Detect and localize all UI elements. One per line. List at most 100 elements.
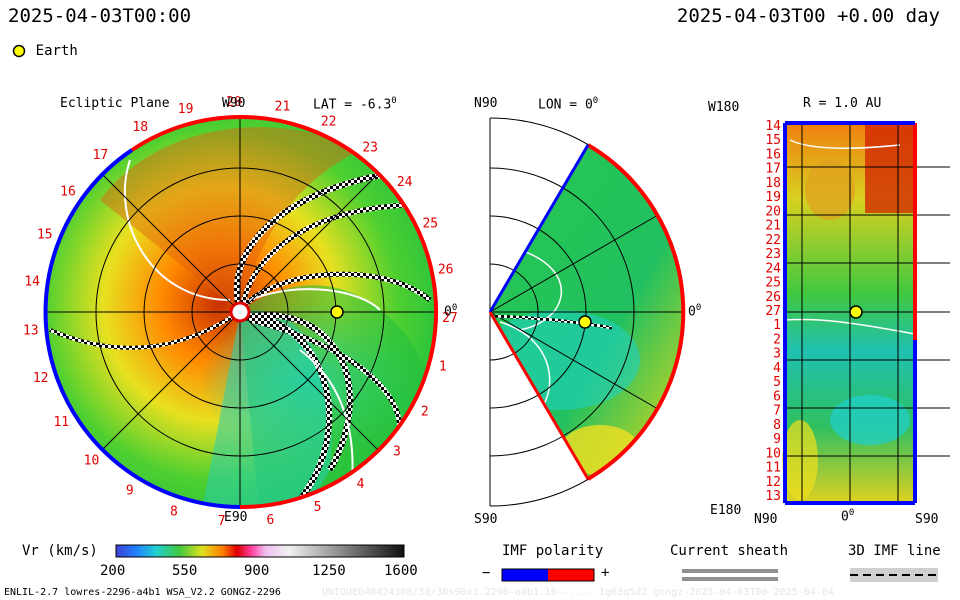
radial-map-panel: 1415161718192021222324252627123456789101… xyxy=(765,119,950,505)
radial-y-label: 23 xyxy=(765,247,781,262)
carrington-label: 8 xyxy=(170,504,178,519)
timestamp-left: 2025-04-03T00:00 xyxy=(8,5,192,27)
imf-line-swatch xyxy=(850,568,938,582)
meridional-lon-label: LON = 00 xyxy=(538,96,599,113)
carrington-label: 24 xyxy=(397,175,413,190)
imf-line-title: 3D IMF line xyxy=(848,543,941,559)
radial-y-label: 7 xyxy=(773,404,781,419)
carrington-label: 7 xyxy=(218,514,226,529)
carrington-label: 18 xyxy=(132,120,148,135)
radial-y-label: 18 xyxy=(765,176,781,191)
radial-y-label: 5 xyxy=(773,375,781,390)
carrington-label: 12 xyxy=(33,371,49,386)
ecliptic-title: Ecliptic Plane xyxy=(60,96,170,111)
carrington-label: 27 xyxy=(442,311,458,326)
timestamp-right: 2025-04-03T00 +0.00 day xyxy=(676,5,940,27)
earth-legend: Earth xyxy=(12,40,78,59)
radial-bottom-left-label: E180 xyxy=(710,503,742,518)
carrington-label: 15 xyxy=(37,228,53,243)
carrington-label: 22 xyxy=(321,115,337,130)
ecliptic-rim-negative xyxy=(43,148,241,509)
carrington-label: 26 xyxy=(438,263,454,278)
radial-y-label: 10 xyxy=(765,446,781,461)
radial-y-label: 22 xyxy=(765,233,781,248)
carrington-label: 25 xyxy=(422,216,438,231)
carrington-label: 1 xyxy=(439,359,447,374)
radial-y-label: 12 xyxy=(765,475,781,490)
ecliptic-bottom-label: E90 xyxy=(224,510,248,525)
colorbar-tick: 200 xyxy=(100,563,126,579)
radial-y-label: 3 xyxy=(773,347,781,362)
positive-polarity-swatch xyxy=(548,569,594,581)
radial-y-label: 14 xyxy=(765,119,781,134)
negative-polarity-swatch xyxy=(502,569,548,581)
radial-y-label: 2 xyxy=(773,333,781,348)
carrington-label: 11 xyxy=(53,415,69,430)
carrington-label: 14 xyxy=(24,275,40,290)
carrington-label: 17 xyxy=(93,148,109,163)
carrington-label: 16 xyxy=(60,185,76,200)
meridional-top-label: N90 xyxy=(474,96,498,111)
carrington-label: 3 xyxy=(393,445,401,460)
ecliptic-lat-label: LAT = -6.30 xyxy=(313,96,397,113)
earth-marker-meridional xyxy=(578,315,592,329)
ecliptic-top-label: W90 xyxy=(222,96,246,111)
carrington-label: 5 xyxy=(314,500,322,515)
radial-y-label: 8 xyxy=(773,418,781,433)
radial-y-label: 17 xyxy=(765,162,781,177)
radial-y-label: 20 xyxy=(765,204,781,219)
radial-x-label-n90: N90 xyxy=(754,512,778,527)
carrington-label: 6 xyxy=(266,513,274,528)
carrington-label: 9 xyxy=(126,484,134,499)
footer-watermark: UNIQUE040424308/3d/30x90x1.2296-a4b1.16-… xyxy=(322,587,834,598)
ecliptic-plane-panel: 19 20 212223242526271234567891011121314151… xyxy=(23,95,458,529)
radial-y-label: 25 xyxy=(765,276,781,291)
radial-y-label: 11 xyxy=(765,461,781,476)
radial-top-left-label: W180 xyxy=(708,100,740,115)
earth-legend-label: Earth xyxy=(35,43,78,59)
colorbar-tick: 1250 xyxy=(312,563,346,579)
earth-marker-radial xyxy=(849,305,863,319)
footer-run-info: ENLIL-2.7 lowres-2296-a4b1 WSA_V2.2 GONG… xyxy=(4,587,281,598)
radial-y-label: 21 xyxy=(765,219,781,234)
radial-y-label: 6 xyxy=(773,389,781,404)
radial-y-label: 19 xyxy=(765,190,781,205)
colorbar-tick: 550 xyxy=(172,563,198,579)
colorbar-tick: 1600 xyxy=(384,563,418,579)
radial-y-label: 26 xyxy=(765,290,781,305)
earth-marker-icon xyxy=(12,44,26,57)
meridional-bottom-label: S90 xyxy=(474,512,498,527)
earth-marker-ecliptic xyxy=(330,305,344,319)
current-sheath-swatch xyxy=(682,569,778,581)
carrington-label: 4 xyxy=(357,477,365,492)
ecliptic-right-label: 00 xyxy=(444,303,458,320)
velocity-colorbar xyxy=(115,544,405,558)
carrington-label: 23 xyxy=(362,140,378,155)
carrington-label: 19 xyxy=(178,102,194,117)
sun-marker xyxy=(229,301,251,323)
colorbar-tick: 900 xyxy=(244,563,270,579)
radial-r-label: R = 1.0 AU xyxy=(803,96,882,111)
colorbar-label: Vr (km/s) xyxy=(22,543,98,559)
radial-x-label-0: 00 xyxy=(841,508,855,525)
meridional-right-label: 00 xyxy=(688,303,702,320)
meridional-plane-panel xyxy=(488,117,686,507)
radial-y-label: 4 xyxy=(773,361,781,376)
radial-y-label: 16 xyxy=(765,148,781,163)
carrington-label: 21 xyxy=(275,99,291,114)
radial-y-label: 27 xyxy=(765,304,781,319)
radial-y-label: 1 xyxy=(773,318,781,333)
imf-polarity-title: IMF polarity xyxy=(502,543,604,559)
radial-y-label: 24 xyxy=(765,261,781,276)
radial-x-label-s90: S90 xyxy=(915,512,939,527)
imf-plus-label: + xyxy=(601,565,610,581)
carrington-label: 10 xyxy=(84,454,100,469)
carrington-label: 20 xyxy=(226,95,242,110)
radial-y-label: 15 xyxy=(765,133,781,148)
current-sheath-title: Current sheath xyxy=(670,543,789,559)
carrington-label: 2 xyxy=(421,405,429,420)
ecliptic-rim-positive xyxy=(239,114,439,490)
radial-y-label: 13 xyxy=(765,489,781,504)
radial-y-label: 9 xyxy=(773,432,781,447)
